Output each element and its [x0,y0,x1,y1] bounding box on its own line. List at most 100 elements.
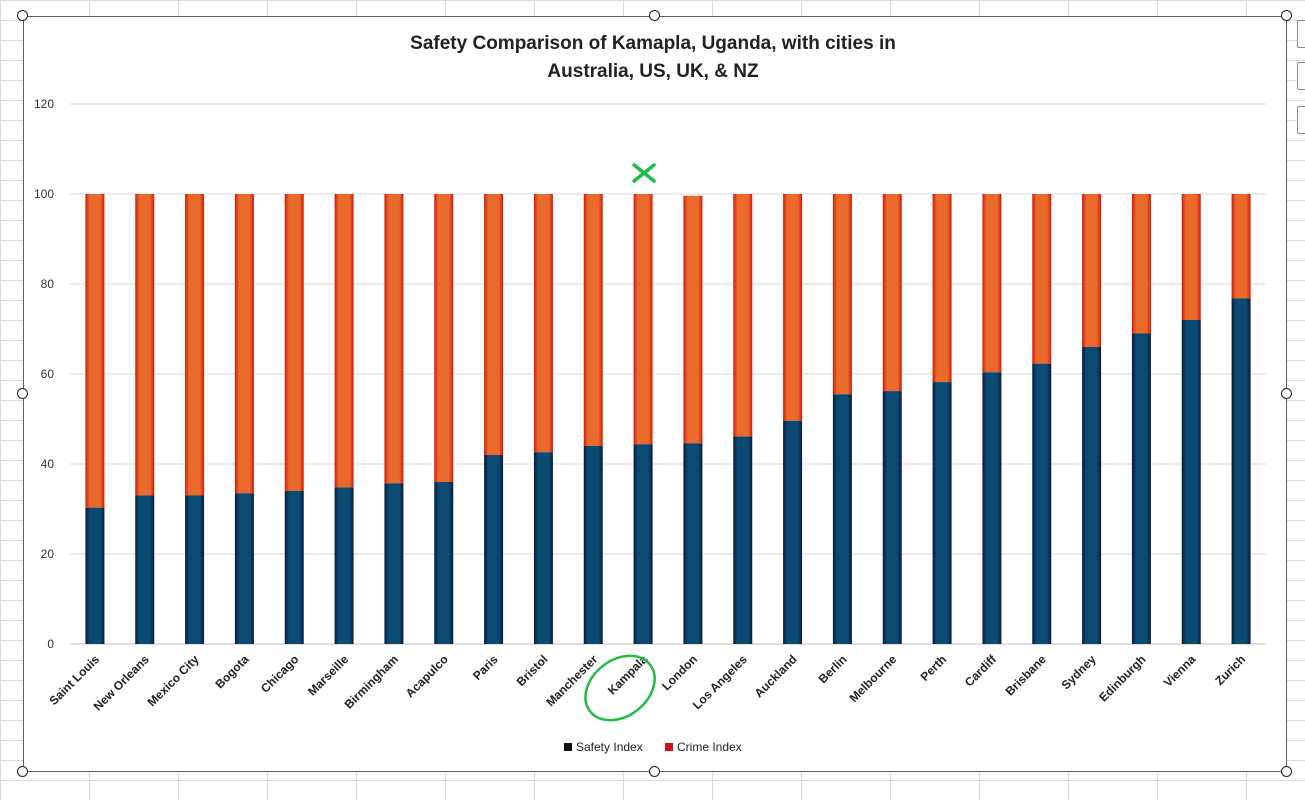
bar-crime-vienna [1181,194,1201,320]
bar-crime-brisbane [1032,194,1052,364]
resize-handle-top-center[interactable] [649,10,660,21]
bar-crime-paris [484,194,504,455]
legend-swatch-safety [564,743,572,751]
x-label-cardiff: Cardiff [962,652,1000,690]
x-label-marseille: Marseille [305,652,351,698]
bars [85,194,1251,644]
bar-crime-new-orleans [135,194,155,496]
bar-crime-berlin [832,194,852,395]
resize-handle-top-left[interactable] [17,10,28,21]
bar-crime-chicago [284,194,304,491]
bar-safety-new-orleans [135,495,155,644]
bar-safety-edinburgh [1131,333,1151,644]
bar-safety-auckland [783,420,803,644]
x-label-brisbane: Brisbane [1003,652,1049,698]
bar-safety-los-angeles [733,436,753,644]
highlight-circle [584,654,656,722]
bar-crime-los-angeles [733,194,753,437]
bar-crime-zurich [1231,194,1251,299]
gridlines [70,103,1266,645]
x-label-mexico-city: Mexico City [145,652,202,709]
bar-crime-manchester [583,194,603,446]
y-tick-label-0: 0 [47,637,54,651]
bar-crime-kampala [633,194,653,445]
bar-safety-bogota [234,493,254,644]
chart-styles-button[interactable] [1297,62,1305,90]
bar-safety-manchester [583,446,603,644]
bar-safety-brisbane [1032,363,1052,644]
chart-elements-button[interactable] [1297,20,1305,48]
x-label-london: London [659,652,700,693]
bar-crime-marseille [334,194,354,488]
x-label-acapulco: Acapulco [403,652,451,700]
x-label-edinburgh: Edinburgh [1096,652,1148,704]
bar-safety-paris [484,455,504,644]
y-tick-label-120: 120 [34,97,54,111]
bar-safety-mexico-city [185,495,205,644]
bar-safety-sydney [1082,347,1102,644]
chart-title-line-2: Australia, US, UK, & NZ [547,61,759,82]
legend-label-safety: Safety Index [576,740,643,754]
bar-safety-cardiff [982,372,1002,644]
x-label-melbourne: Melbourne [847,652,900,705]
bar-crime-cardiff [982,194,1002,373]
x-label-paris: Paris [470,652,501,683]
bar-crime-birmingham [384,194,404,484]
chart-filters-button[interactable] [1297,106,1305,134]
resize-handle-bottom-left[interactable] [17,766,28,777]
bar-safety-kampala [633,444,653,644]
bar-crime-edinburgh [1131,194,1151,334]
bar-safety-london [683,443,703,644]
y-tick-label-80: 80 [41,277,55,291]
bar-crime-london [683,195,703,444]
bar-crime-bogota [234,194,254,494]
bar-crime-bristol [533,194,553,453]
y-axis-ticks: 0 20 40 60 80 100 120 [34,97,54,651]
bar-safety-acapulco [434,482,454,644]
x-label-bogota: Bogota [212,652,251,691]
y-tick-label-20: 20 [41,547,55,561]
x-label-sydney: Sydney [1059,652,1099,692]
legend: Safety Index Crime Index [564,740,742,754]
bar-safety-birmingham [384,483,404,644]
x-label-chicago: Chicago [258,652,301,695]
bar-safety-chicago [284,491,304,644]
bar-crime-perth [932,194,952,383]
bar-crime-saint-louis [85,194,105,508]
y-tick-label-100: 100 [34,187,54,201]
bar-safety-zurich [1231,298,1251,644]
x-label-berlin: Berlin [816,652,850,686]
chart-title-line-1: Safety Comparison of Kamapla, Uganda, wi… [410,33,896,54]
bar-safety-saint-louis [85,507,105,644]
legend-label-crime: Crime Index [677,740,742,754]
annotations [584,163,656,722]
bar-safety-melbourne [882,391,902,644]
bar-safety-berlin [832,394,852,644]
x-label-auckland: Auckland [752,652,800,700]
resize-handle-top-right[interactable] [1281,10,1292,21]
x-label-bristol: Bristol [514,652,551,689]
bar-crime-sydney [1082,194,1102,347]
bar-safety-bristol [533,452,553,644]
bar-safety-perth [932,382,952,644]
resize-handle-bottom-right[interactable] [1281,766,1292,777]
chart-area[interactable] [23,16,1287,772]
x-label-manchester: Manchester [543,652,600,709]
resize-handle-bottom-center[interactable] [649,766,660,777]
y-tick-label-40: 40 [41,457,55,471]
x-label-vienna: Vienna [1161,652,1199,690]
legend-swatch-crime [665,743,673,751]
resize-handle-middle-right[interactable] [1281,388,1292,399]
x-label-birmingham: Birmingham [342,652,401,711]
bar-crime-auckland [783,194,803,421]
bar-crime-melbourne [882,194,902,392]
bar-crime-acapulco [434,194,454,482]
cross-mark-icon [632,163,656,183]
y-tick-label-60: 60 [41,367,55,381]
resize-handle-middle-left[interactable] [17,388,28,399]
x-label-zurich: Zurich [1212,652,1248,688]
bar-safety-marseille [334,487,354,644]
x-label-perth: Perth [918,652,950,684]
bar-crime-mexico-city [185,194,205,496]
